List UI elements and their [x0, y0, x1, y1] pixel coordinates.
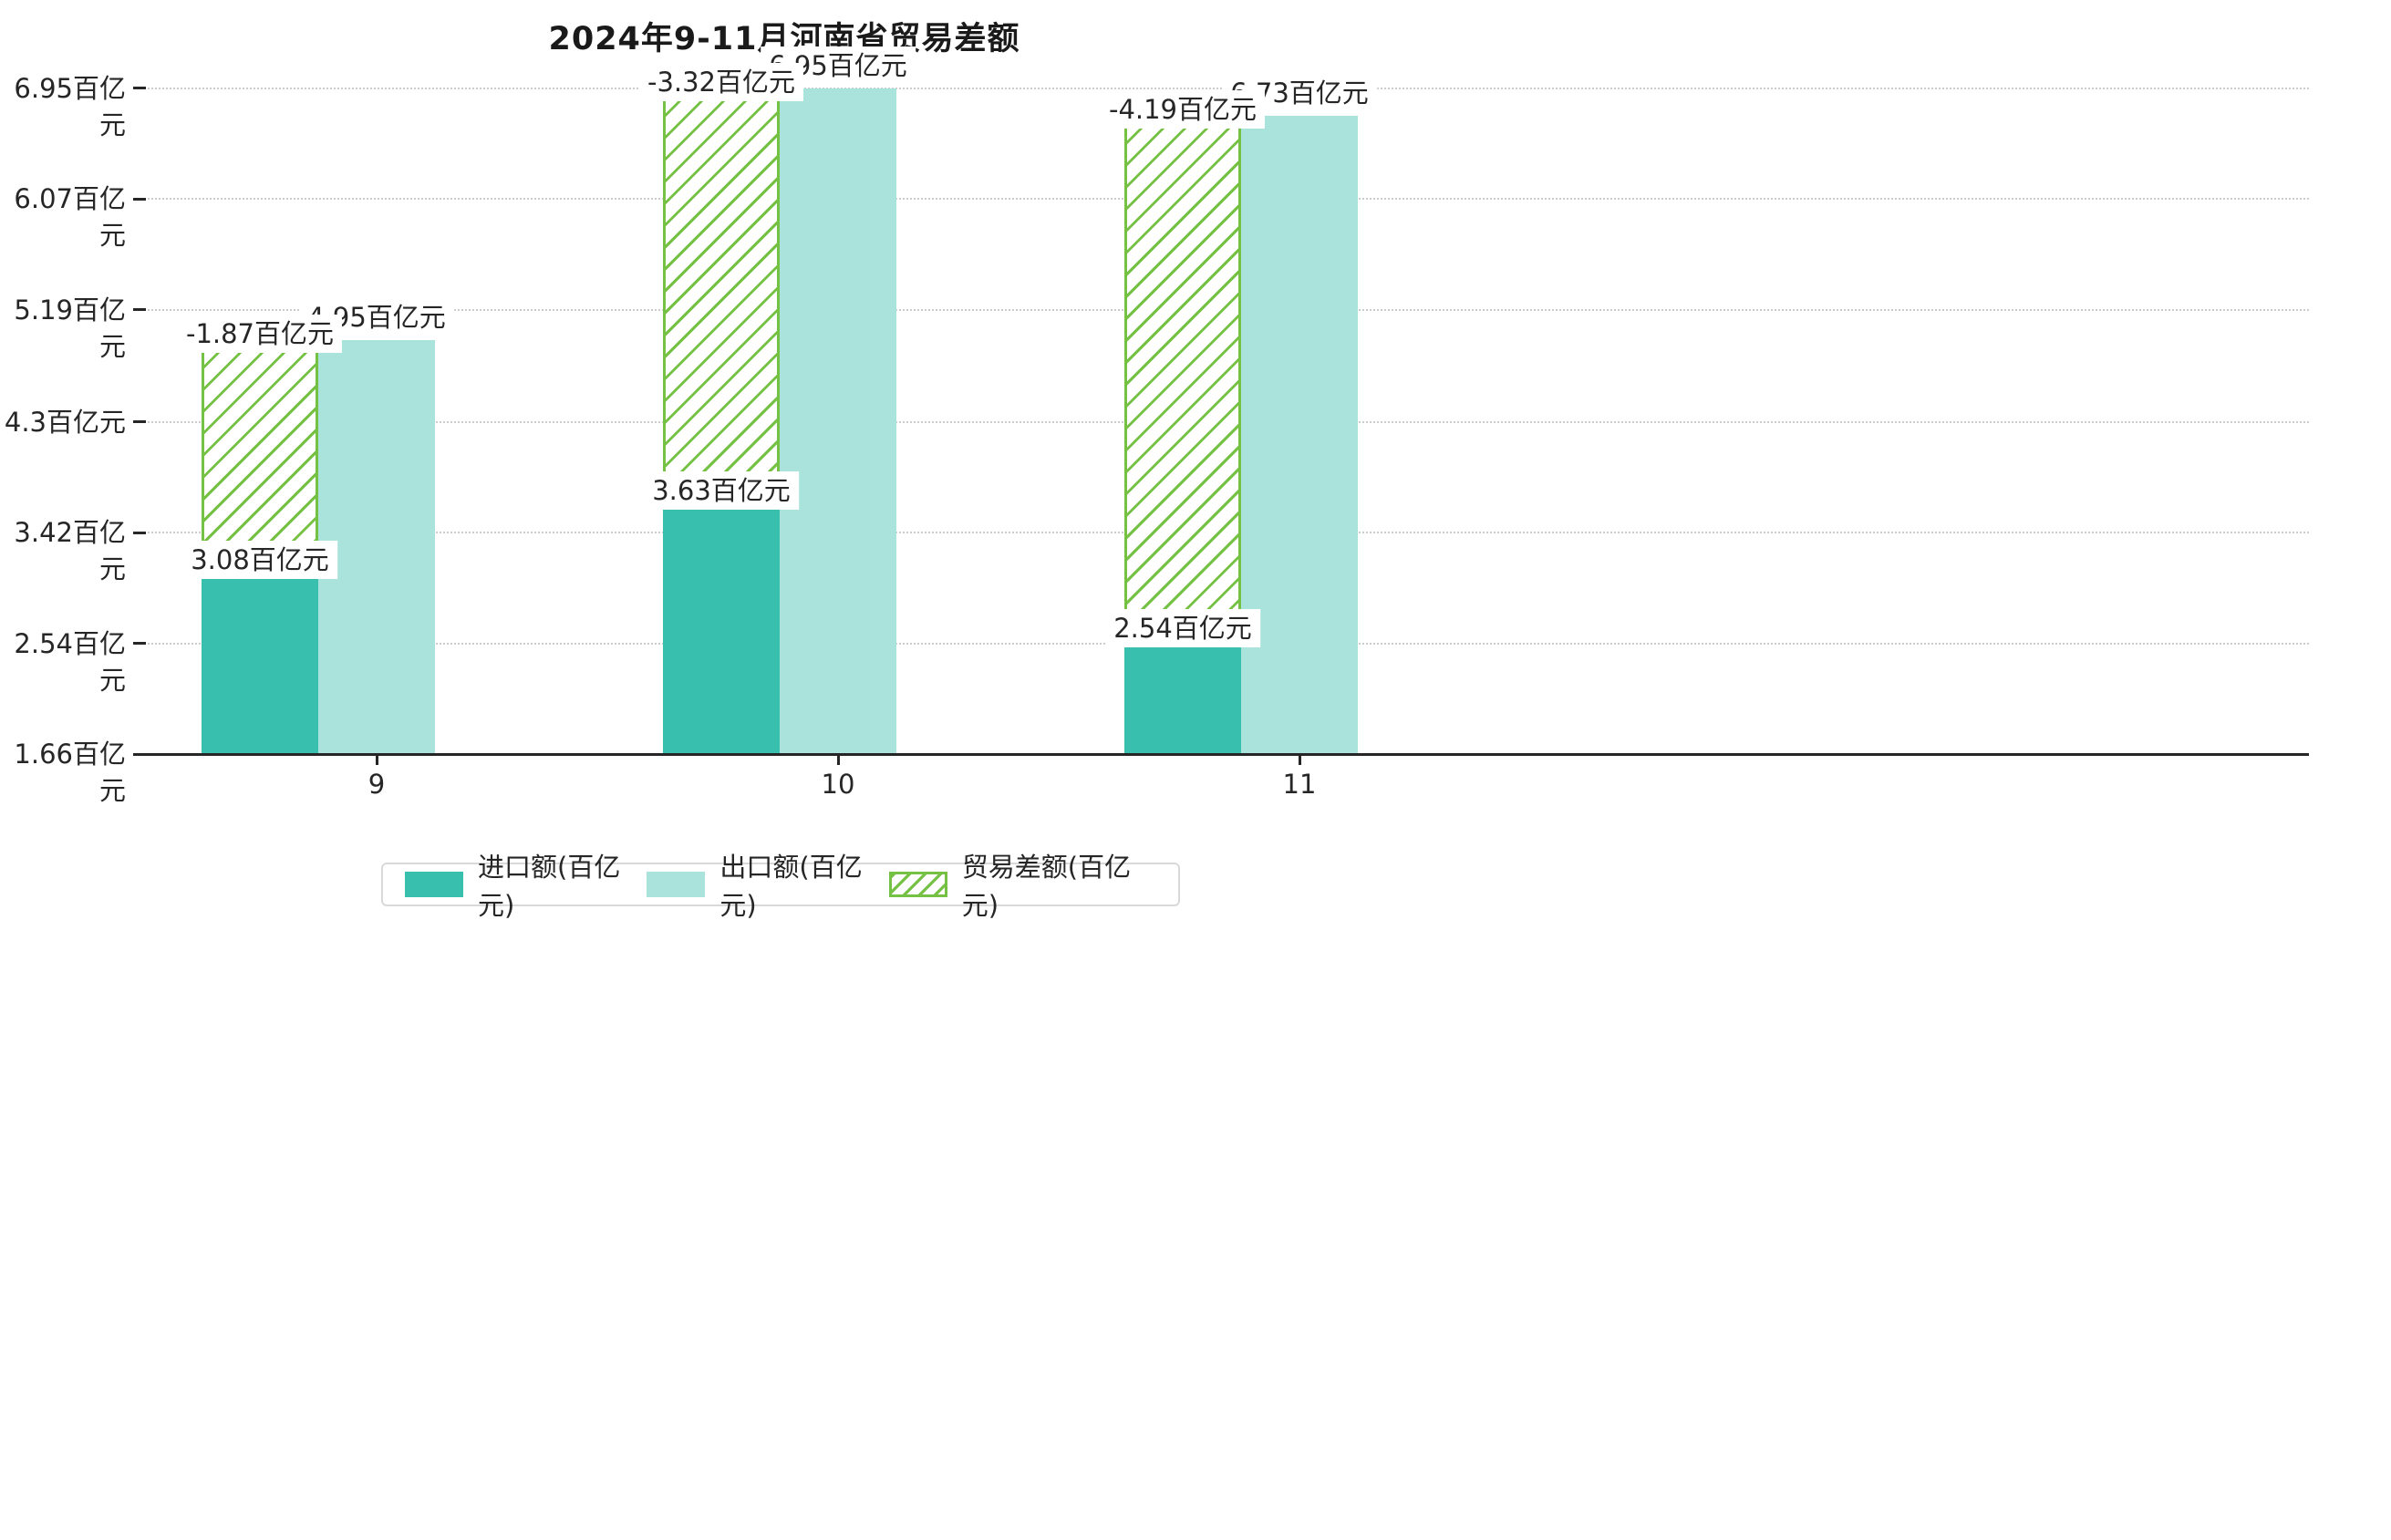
trade-balance-hatch-swatch-icon [888, 872, 947, 897]
y-tick-label: 2.54百亿元 [14, 627, 126, 696]
y-tick-mark [133, 87, 146, 90]
y-tick-label: 6.07百亿元 [14, 183, 126, 252]
y-tick-mark [133, 420, 146, 424]
x-tick-mark [375, 754, 378, 765]
y-tick-mark [133, 642, 146, 646]
bar-label-import: 3.08百亿元 [182, 541, 337, 580]
y-tick-mark [133, 752, 146, 756]
legend-label-trade-balance: 贸易差额(百亿元) [961, 852, 1132, 921]
bar-export [318, 339, 435, 754]
x-tick-mark [1298, 754, 1301, 765]
x-tick-mark [836, 754, 840, 765]
import-swatch-icon [405, 872, 463, 897]
y-tick-mark [133, 308, 146, 312]
y-tick-label: 3.42百亿元 [14, 517, 126, 585]
x-tick-label: 11 [1282, 769, 1317, 800]
x-tick-label: 9 [367, 769, 386, 800]
legend-item-export: 出口额(百亿元) [647, 846, 888, 923]
legend-item-trade-balance: 贸易差额(百亿元) [888, 846, 1156, 923]
bar-trade-balance [1124, 116, 1241, 644]
legend-item-import: 进口额(百亿元) [405, 846, 647, 923]
bar-label-import: 2.54百亿元 [1105, 608, 1260, 647]
bar-label-balance: -4.19百亿元 [1100, 90, 1266, 129]
bar-export [780, 88, 896, 754]
legend: 进口额(百亿元) 出口额(百亿元) 贸易差额(百亿元) [381, 852, 1180, 921]
bar-label-import: 3.63百亿元 [644, 471, 799, 511]
bar-export [1241, 116, 1358, 754]
bar-import [663, 506, 780, 754]
y-tick-label: 4.3百亿元 [4, 406, 126, 438]
legend-label-export: 出口额(百亿元) [719, 852, 863, 921]
x-axis-line [144, 752, 2309, 756]
y-tick-label: 1.66百亿元 [14, 739, 126, 806]
export-swatch-icon [647, 872, 706, 897]
bar-import [1124, 643, 1241, 754]
y-tick-label: 6.95百亿元 [14, 72, 126, 140]
legend-label-import: 进口额(百亿元) [478, 852, 621, 921]
bar-trade-balance [663, 88, 780, 507]
bar-label-balance: -1.87百亿元 [177, 314, 343, 353]
y-tick-label: 5.19百亿元 [14, 294, 126, 362]
bar-trade-balance [202, 339, 318, 576]
y-tick-mark [133, 197, 146, 201]
x-tick-label: 10 [821, 769, 855, 800]
bar-import [202, 575, 318, 754]
y-tick-mark [133, 531, 146, 534]
bar-label-balance: -3.32百亿元 [638, 62, 804, 101]
